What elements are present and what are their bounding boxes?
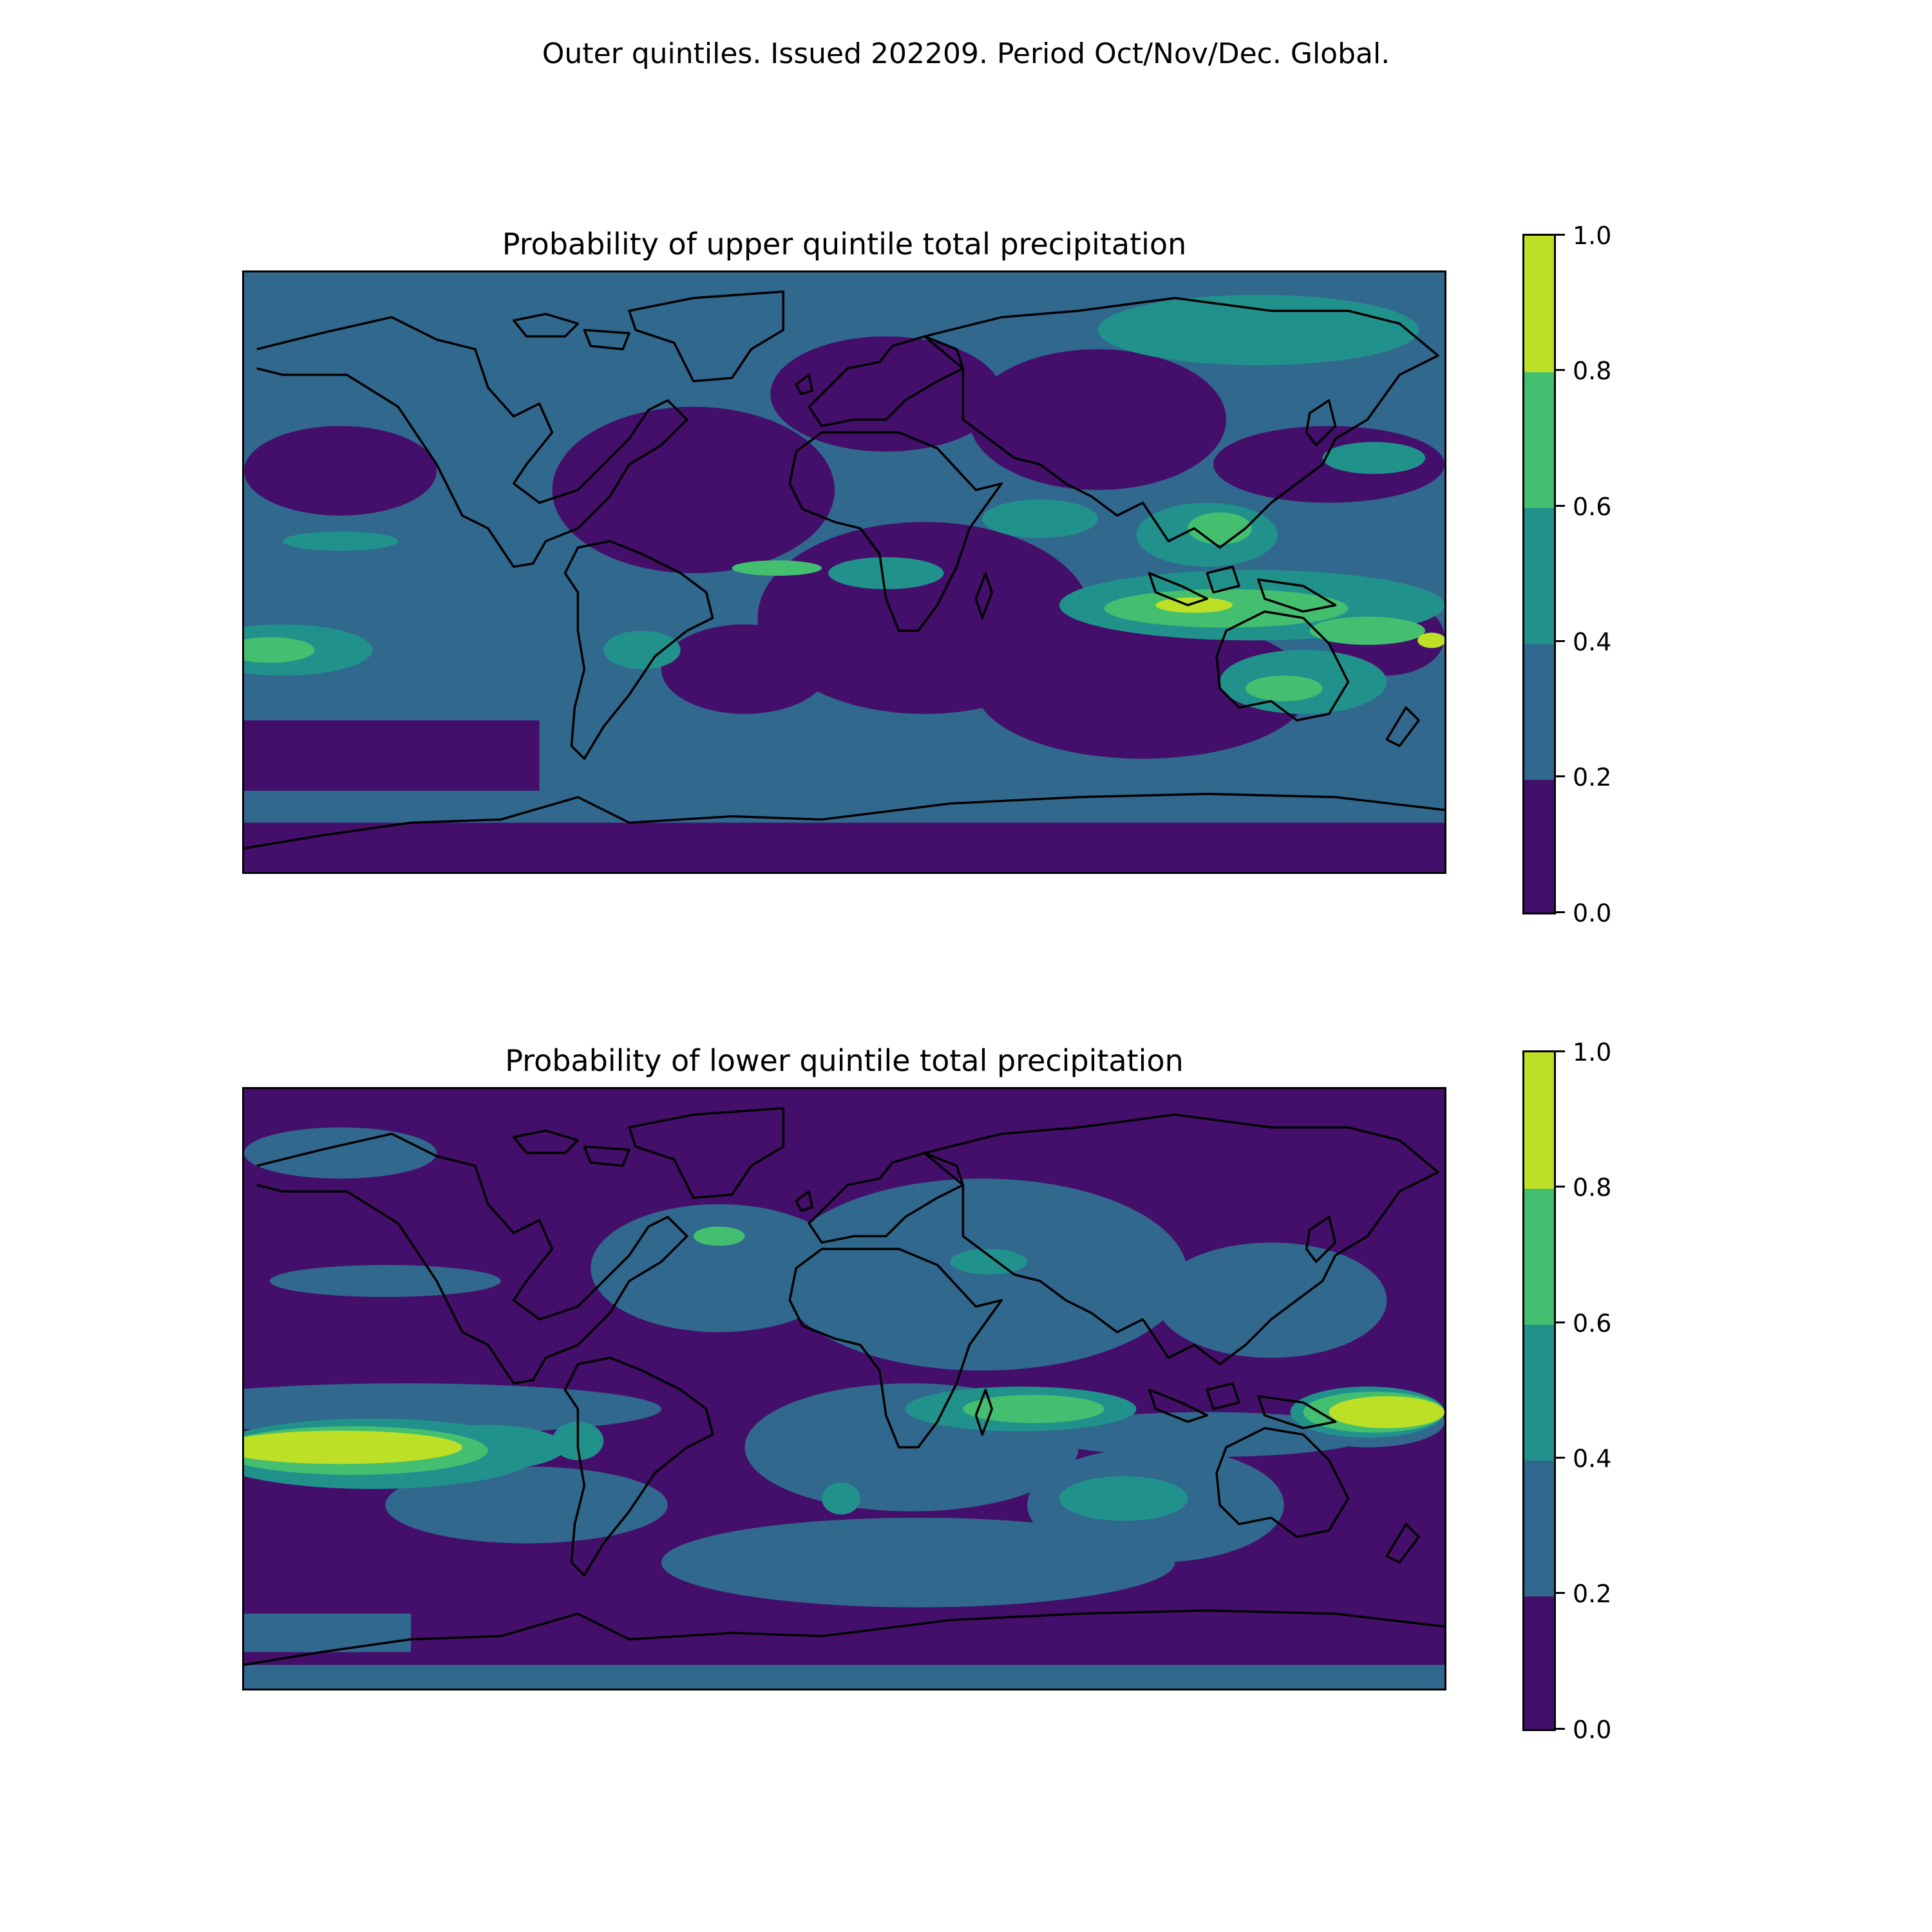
colorbar-tick-label: 0.6 bbox=[1573, 493, 1612, 521]
colorbar-segment bbox=[1524, 508, 1554, 644]
upper-quintile-map-svg bbox=[244, 272, 1444, 872]
colorbar-segment bbox=[1524, 1461, 1554, 1596]
colorbar-tick-label: 0.2 bbox=[1573, 1580, 1612, 1608]
colorbar-tick-label: 0.8 bbox=[1573, 357, 1612, 385]
colorbar-tick-label: 0.8 bbox=[1573, 1173, 1612, 1202]
lower-quintile-map bbox=[242, 1087, 1446, 1690]
colorbar-tick-label: 0.2 bbox=[1573, 763, 1612, 791]
colorbar-tick-label: 1.0 bbox=[1573, 222, 1612, 250]
colorbar-segment bbox=[1524, 644, 1554, 780]
figure-suptitle: Outer quintiles. Issued 202209. Period O… bbox=[542, 37, 1390, 70]
colorbar-segment bbox=[1524, 236, 1554, 372]
colorbar-segment bbox=[1524, 1596, 1554, 1729]
colorbar-segment bbox=[1524, 372, 1554, 508]
colorbar-tick-label: 1.0 bbox=[1573, 1038, 1612, 1066]
upper-map-title: Probability of upper quintile total prec… bbox=[502, 227, 1187, 261]
colorbar-tick-label: 0.0 bbox=[1573, 899, 1612, 927]
colorbar-tick-label: 0.4 bbox=[1573, 1444, 1612, 1473]
colorbar-tick-label: 0.0 bbox=[1573, 1716, 1612, 1744]
colorbar-segment bbox=[1524, 1325, 1554, 1461]
lower-map-title: Probability of lower quintile total prec… bbox=[505, 1043, 1184, 1078]
upper-quintile-map bbox=[242, 270, 1446, 874]
upper-colorbar bbox=[1522, 234, 1556, 914]
colorbar-segment bbox=[1524, 1052, 1554, 1189]
colorbar-segment bbox=[1524, 1189, 1554, 1325]
colorbar-segment bbox=[1524, 780, 1554, 913]
colorbar-tick-label: 0.4 bbox=[1573, 628, 1612, 656]
lower-colorbar bbox=[1522, 1050, 1556, 1731]
colorbar-tick-label: 0.6 bbox=[1573, 1309, 1612, 1338]
lower-quintile-map-svg bbox=[244, 1089, 1444, 1689]
